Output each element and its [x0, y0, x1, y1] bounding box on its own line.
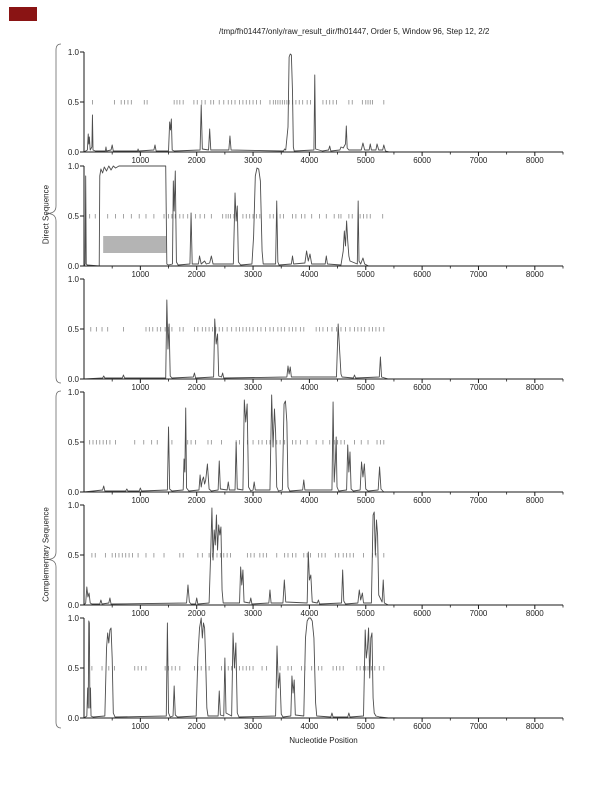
panel-direct-2-plot: [80, 165, 564, 270]
x-tick-label: 8000: [525, 383, 544, 392]
probability-curve: [83, 507, 563, 606]
x-tick-label: 7000: [469, 496, 488, 505]
corner-marker: [9, 7, 37, 21]
y-tick-label: 0.5: [67, 664, 79, 673]
x-tick-label: 7000: [469, 383, 488, 392]
sequence-group-braces: [46, 43, 62, 729]
y-tick-label: 0.5: [67, 551, 79, 560]
x-tick-label: 3000: [244, 609, 262, 618]
panel-direct-3-plot: [80, 278, 564, 383]
y-tick-label: 0.0: [67, 488, 79, 497]
x-tick-label: 3000: [244, 496, 262, 505]
probability-curve: [83, 299, 563, 380]
x-tick-label: 7000: [469, 722, 488, 731]
x-tick-label: 6000: [413, 609, 431, 618]
direct-sequence-brace: [46, 43, 62, 384]
x-tick-label: 1000: [131, 496, 150, 505]
x-tick-label: 8000: [525, 270, 544, 279]
complementary-sequence-label: Complementary Sequence: [41, 507, 51, 602]
x-tick-label: 1000: [131, 722, 150, 731]
complementary-sequence-brace: [46, 390, 62, 729]
y-tick-label: 0.5: [67, 325, 79, 334]
x-tick-label: 2000: [187, 270, 206, 279]
x-tick-label: 4000: [300, 383, 319, 392]
x-tick-label: 2000: [187, 609, 206, 618]
y-tick-label: 1.0: [67, 162, 79, 171]
x-tick-label: 5000: [356, 270, 375, 279]
x-tick-label: 1000: [131, 383, 150, 392]
panel-complementary-2-plot: [80, 504, 564, 609]
x-tick-label: 2000: [187, 496, 206, 505]
y-tick-label: 0.5: [67, 98, 79, 107]
x-tick-label: 4000: [300, 496, 319, 505]
y-tick-label: 0.0: [67, 148, 79, 157]
y-tick-label: 0.0: [67, 375, 79, 384]
x-tick-label: 2000: [187, 383, 206, 392]
x-tick-label: 4000: [300, 270, 319, 279]
x-axis-title: Nucleotide Position: [289, 736, 358, 745]
x-tick-label: 5000: [356, 496, 375, 505]
y-tick-label: 0.0: [67, 601, 79, 610]
axis-frame: [83, 279, 563, 380]
x-tick-label: 8000: [525, 722, 544, 731]
x-tick-label: 5000: [356, 156, 375, 165]
x-tick-label: 8000: [525, 156, 544, 165]
x-tick-label: 7000: [469, 270, 488, 279]
probability-curve: [83, 165, 563, 267]
y-tick-label: 1.0: [67, 275, 79, 284]
x-tick-label: 5000: [356, 383, 375, 392]
probability-curve: [83, 394, 563, 493]
figure-title: /tmp/fh01447/only/raw_result_dir/fh01447…: [219, 27, 490, 36]
x-tick-label: 4000: [300, 609, 319, 618]
probability-curve: [83, 53, 563, 153]
x-tick-label: 8000: [525, 609, 544, 618]
x-tick-label: 2000: [187, 156, 206, 165]
x-tick-label: 4000: [300, 156, 319, 165]
x-tick-label: 1000: [131, 609, 150, 618]
y-tick-label: 0.5: [67, 438, 79, 447]
y-tick-label: 0.0: [67, 714, 79, 723]
axis-frame: [83, 52, 563, 153]
panel-complementary-1-plot: [80, 391, 564, 496]
x-tick-label: 3000: [244, 270, 262, 279]
x-tick-label: 6000: [413, 270, 431, 279]
y-tick-label: 1.0: [67, 48, 79, 57]
coding-region-bar: [103, 236, 167, 253]
x-tick-label: 4000: [300, 722, 319, 731]
axis-frame: [83, 392, 563, 493]
panel-direct-1-plot: [80, 51, 564, 156]
x-tick-label: 1000: [131, 156, 150, 165]
y-tick-label: 1.0: [67, 501, 79, 510]
axis-frame: [83, 618, 563, 719]
probability-curve: [83, 617, 563, 719]
y-tick-label: 1.0: [67, 614, 79, 623]
x-tick-label: 6000: [413, 383, 431, 392]
x-tick-label: 7000: [469, 609, 488, 618]
x-tick-label: 7000: [469, 156, 488, 165]
direct-sequence-label: Direct Sequence: [41, 184, 51, 245]
x-tick-label: 6000: [413, 156, 431, 165]
axis-frame: [83, 505, 563, 606]
x-tick-label: 1000: [131, 270, 150, 279]
x-tick-label: 3000: [244, 156, 262, 165]
y-tick-label: 0.0: [67, 262, 79, 271]
panel-complementary-3-plot: [80, 617, 564, 722]
x-tick-label: 3000: [244, 383, 262, 392]
x-tick-label: 2000: [187, 722, 206, 731]
x-tick-label: 5000: [356, 722, 375, 731]
x-tick-label: 5000: [356, 609, 375, 618]
y-tick-label: 0.5: [67, 212, 79, 221]
x-tick-label: 6000: [413, 722, 431, 731]
x-tick-label: 8000: [525, 496, 544, 505]
x-tick-label: 3000: [244, 722, 262, 731]
y-tick-label: 1.0: [67, 388, 79, 397]
x-tick-label: 6000: [413, 496, 431, 505]
